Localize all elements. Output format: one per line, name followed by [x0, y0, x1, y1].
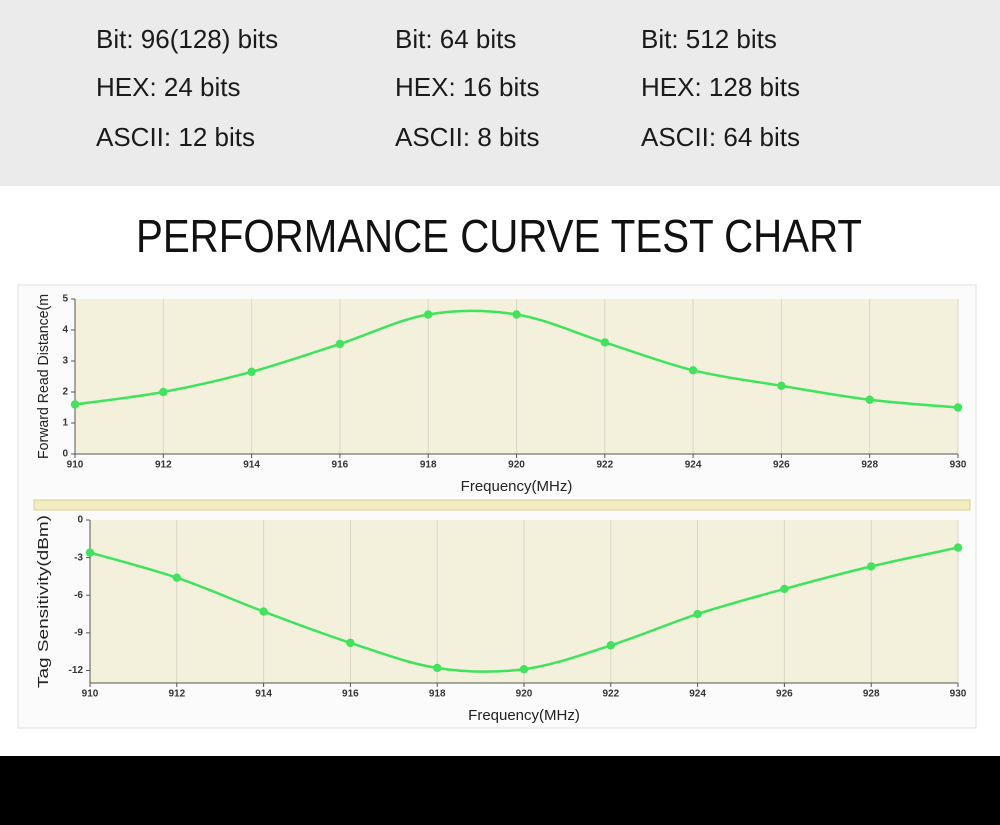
- point: [346, 638, 355, 648]
- point: [688, 366, 698, 375]
- y-tick-label: -3: [74, 552, 83, 563]
- x-tick-label: 928: [861, 460, 878, 471]
- x-tick-label: 920: [516, 689, 533, 700]
- x-tick-label: 918: [420, 460, 437, 471]
- spec-text: ASCII: 64 bits: [641, 122, 800, 152]
- point: [335, 339, 345, 349]
- point: [780, 584, 789, 594]
- x-tick-label: 910: [82, 689, 99, 700]
- x-tick-label: 924: [689, 689, 706, 700]
- y-tick-label: 0: [62, 449, 68, 460]
- point: [70, 400, 80, 409]
- x-axis-label: Frequency(MHz): [461, 478, 573, 495]
- point: [259, 607, 268, 616]
- spec-text: ASCII: 12 bits: [96, 122, 255, 152]
- x-tick-label: 922: [602, 689, 619, 700]
- x-tick-label: 912: [168, 689, 185, 700]
- point: [693, 609, 702, 619]
- footer-band: [0, 756, 1000, 825]
- point: [865, 395, 874, 404]
- spec-text: HEX: 128 bits: [641, 72, 800, 102]
- x-tick-label: 914: [255, 689, 272, 700]
- point: [424, 310, 433, 319]
- heading: PERFORMANCE CURVE TEST CHART: [136, 210, 862, 262]
- x-tick-label: 928: [863, 689, 880, 700]
- point: [606, 641, 615, 650]
- point: [953, 403, 963, 412]
- x-tick-label: 926: [776, 689, 793, 700]
- point: [247, 367, 256, 377]
- spec-text: Bit: 64 bits: [395, 24, 516, 54]
- x-tick-label: 918: [429, 689, 446, 700]
- x-tick-label: 916: [332, 460, 349, 471]
- x-tick-label: 930: [950, 689, 967, 700]
- y-tick-label: -12: [69, 665, 84, 676]
- y-tick-label: 4: [62, 325, 68, 336]
- spec-text: Bit: 96(128) bits: [96, 24, 278, 54]
- point: [172, 573, 181, 582]
- point: [159, 387, 168, 397]
- y-tick-label: 3: [62, 356, 68, 367]
- point: [777, 381, 786, 390]
- spec-band: [0, 0, 1000, 186]
- y-tick-label: -9: [74, 627, 83, 638]
- x-tick-label: 924: [685, 460, 702, 471]
- spec-text: ASCII: 8 bits: [395, 122, 540, 152]
- point: [85, 548, 95, 557]
- spec-text: HEX: 16 bits: [395, 72, 540, 102]
- x-tick-label: 922: [596, 460, 613, 471]
- point: [600, 338, 609, 347]
- y-tick-label: 2: [62, 387, 68, 398]
- y-tick-label: 0: [77, 515, 83, 526]
- y-tick-label: 5: [62, 294, 68, 305]
- x-tick-label: 910: [67, 460, 84, 471]
- y-tick-label: 1: [62, 418, 68, 429]
- x-axis-label: Frequency(MHz): [468, 707, 580, 724]
- y-axis-label: Tag Sensitivity(dBm): [35, 515, 52, 688]
- x-tick-label: 926: [773, 460, 790, 471]
- point: [433, 663, 442, 673]
- spec-text: HEX: 24 bits: [96, 72, 241, 102]
- splitter: [33, 499, 971, 511]
- point: [867, 562, 876, 571]
- point: [953, 543, 963, 552]
- x-tick-label: 930: [950, 460, 967, 471]
- point: [512, 310, 521, 319]
- point: [519, 665, 529, 674]
- spec-text: Bit: 512 bits: [641, 24, 777, 54]
- x-tick-label: 914: [243, 460, 260, 471]
- y-axis-label: Forward Read Distance(m: [35, 294, 52, 459]
- x-tick-label: 916: [342, 689, 359, 700]
- y-tick-label: -6: [74, 590, 83, 601]
- x-tick-label: 920: [508, 460, 525, 471]
- x-tick-label: 912: [155, 460, 172, 471]
